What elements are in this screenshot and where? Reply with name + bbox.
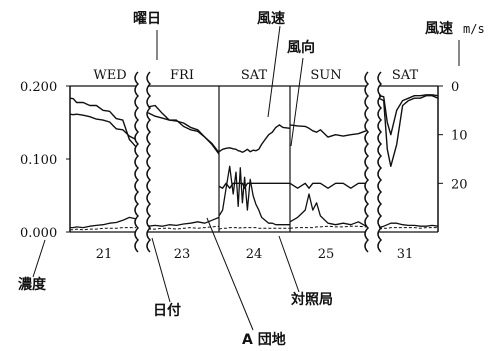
- wind-speed-tick-0: 0: [451, 80, 459, 95]
- a-danchi-annotation: A 団地: [242, 331, 286, 348]
- plot-frame: [66, 85, 443, 233]
- weekday-label-fri: FRI: [170, 68, 194, 83]
- a-danchi-concentration-line: [378, 222, 439, 229]
- axis-break-mark: [146, 71, 152, 253]
- wind-speed-line: [69, 113, 137, 141]
- annotation-leaders: [32, 25, 460, 331]
- concentration-tick-0: 0.000: [20, 226, 57, 241]
- control-station-annotation: 対照局: [290, 291, 333, 308]
- a-danchi-concentration-line: [147, 216, 220, 227]
- a-danchi-concentration-line: [289, 193, 367, 227]
- date-leader: [151, 237, 171, 303]
- weekday-label-sun: SUN: [310, 68, 341, 83]
- wind-speed-line: [378, 94, 439, 136]
- weekday-label-sat: SAT: [241, 68, 268, 83]
- concentration-axis-label: 濃度: [18, 276, 47, 293]
- axis-breaks: [134, 71, 383, 253]
- date-tick-21: 21: [96, 247, 113, 262]
- wind-speed-tick-10: 10: [451, 129, 468, 144]
- wind-speed-axis-label: 風速: [425, 20, 453, 37]
- wind-direction-leader: [290, 57, 304, 147]
- wind-speed-line: [147, 112, 220, 154]
- control-station-line: [148, 225, 220, 230]
- a-danchi-concentration-line: [70, 216, 137, 229]
- wind-direction-line: [218, 182, 290, 189]
- weekday-label-sat-2: SAT: [392, 68, 419, 83]
- a-danchi-leader: [206, 217, 254, 331]
- concentration-leader: [32, 239, 46, 278]
- wind-speed-line: [218, 124, 291, 153]
- wind-direction-line: [69, 97, 137, 148]
- date-tick-24: 24: [246, 247, 263, 262]
- axis-break-mark: [364, 71, 370, 253]
- control-station-line: [70, 227, 136, 231]
- date-tick-23: 23: [174, 247, 191, 262]
- control-station-line: [289, 225, 367, 229]
- concentration-tick-0200: 0.200: [20, 80, 57, 95]
- weekday-label-wed: WED: [93, 68, 126, 83]
- series-traces: [69, 94, 439, 231]
- concentration-tick-0100: 0.100: [20, 153, 57, 168]
- weekday-header-label: 曜日: [133, 11, 161, 27]
- wind-direction-line: [378, 94, 439, 168]
- control-station-line: [218, 227, 290, 230]
- axis-break-mark: [377, 71, 383, 253]
- wind-speed-tick-20: 20: [451, 177, 468, 192]
- wind-direction-line: [147, 104, 220, 155]
- axis-break-mark: [134, 71, 140, 253]
- wind-direction-line: [289, 182, 366, 189]
- wind-speed-annotation: 風速: [257, 10, 285, 27]
- control-station-leader: [278, 235, 300, 293]
- wind-speed-unit-label: m/s: [463, 22, 485, 36]
- date-tick-31: 31: [397, 247, 414, 262]
- control-station-line: [378, 227, 438, 230]
- date-axis-label: 日付: [153, 302, 181, 319]
- wind-speed-leader: [267, 25, 281, 118]
- date-tick-25: 25: [318, 247, 335, 262]
- wind-direction-annotation: 風向: [287, 39, 315, 56]
- a-danchi-concentration-line: [218, 165, 290, 226]
- wind-speed-line: [289, 124, 367, 138]
